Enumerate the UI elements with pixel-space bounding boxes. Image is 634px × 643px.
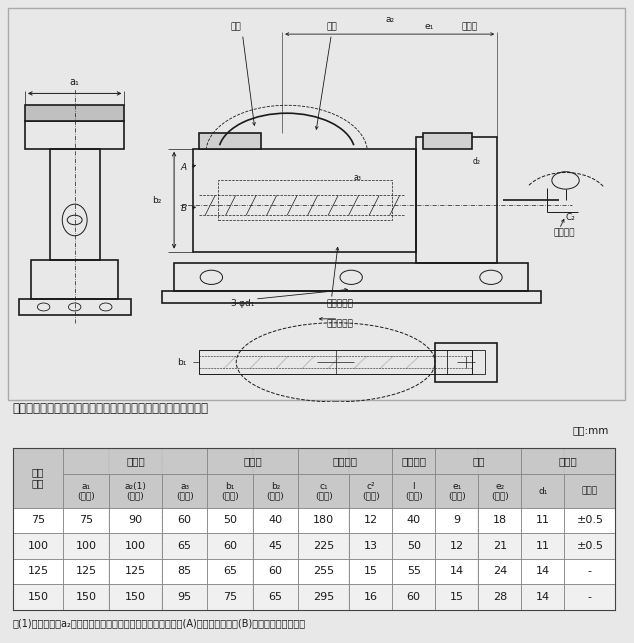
Bar bbox=[63, 508, 109, 533]
Bar bbox=[25, 105, 124, 121]
Text: 65: 65 bbox=[269, 592, 283, 602]
Text: 口金: 口金 bbox=[326, 23, 337, 32]
Bar bbox=[109, 584, 162, 610]
Bar bbox=[199, 356, 472, 368]
Bar bbox=[174, 264, 528, 291]
Bar bbox=[19, 299, 131, 315]
Text: -: - bbox=[588, 592, 592, 602]
Bar bbox=[521, 448, 615, 475]
Bar bbox=[199, 133, 261, 149]
Bar bbox=[109, 533, 162, 559]
Bar bbox=[478, 584, 521, 610]
Text: e₁: e₁ bbox=[424, 23, 434, 32]
Text: 11: 11 bbox=[536, 516, 550, 525]
Text: 15: 15 bbox=[450, 592, 463, 602]
Text: 100: 100 bbox=[125, 541, 146, 551]
Text: 可動体: 可動体 bbox=[243, 456, 262, 466]
Text: 225: 225 bbox=[313, 541, 334, 551]
Text: 本体: 本体 bbox=[231, 23, 242, 32]
Text: c₁
(最小): c₁ (最小) bbox=[315, 482, 333, 500]
Bar bbox=[298, 508, 349, 533]
Text: 180: 180 bbox=[313, 516, 334, 525]
Bar bbox=[435, 343, 497, 382]
Text: 18: 18 bbox=[493, 516, 507, 525]
Bar bbox=[478, 475, 521, 508]
Bar bbox=[253, 533, 298, 559]
Bar bbox=[162, 508, 207, 533]
Text: e₂
(最小): e₂ (最小) bbox=[491, 482, 508, 500]
Text: 85: 85 bbox=[178, 566, 192, 577]
Text: d₂: d₂ bbox=[473, 157, 481, 166]
Text: 90: 90 bbox=[128, 516, 143, 525]
Text: 取付穴: 取付穴 bbox=[559, 456, 578, 466]
Text: 12: 12 bbox=[450, 541, 464, 551]
Text: -: - bbox=[588, 566, 592, 577]
Bar bbox=[564, 475, 615, 508]
Bar bbox=[63, 448, 207, 475]
Text: 13: 13 bbox=[364, 541, 378, 551]
Bar bbox=[417, 137, 497, 264]
Text: 100: 100 bbox=[27, 541, 48, 551]
Bar bbox=[298, 584, 349, 610]
Text: 75: 75 bbox=[79, 516, 93, 525]
Bar bbox=[423, 133, 472, 149]
Bar bbox=[63, 533, 109, 559]
Bar bbox=[435, 448, 521, 475]
Bar bbox=[207, 448, 298, 475]
Bar bbox=[435, 584, 478, 610]
Text: 口金: 口金 bbox=[472, 456, 484, 466]
Bar bbox=[162, 533, 207, 559]
Text: a₃: a₃ bbox=[354, 173, 361, 182]
Bar bbox=[521, 533, 564, 559]
Bar bbox=[392, 508, 435, 533]
Text: 60: 60 bbox=[406, 592, 421, 602]
Text: 125: 125 bbox=[27, 566, 49, 577]
Bar bbox=[253, 475, 298, 508]
Bar bbox=[564, 508, 615, 533]
Bar bbox=[162, 559, 207, 584]
Text: b₂
(最小): b₂ (最小) bbox=[267, 482, 285, 500]
Bar bbox=[392, 475, 435, 508]
Text: a₁: a₁ bbox=[70, 78, 80, 87]
Text: 14: 14 bbox=[450, 566, 464, 577]
Text: 75: 75 bbox=[31, 516, 45, 525]
Bar bbox=[564, 559, 615, 584]
Bar bbox=[109, 508, 162, 533]
Text: 75: 75 bbox=[223, 592, 237, 602]
Text: d₁: d₁ bbox=[538, 487, 548, 496]
Bar bbox=[207, 584, 253, 610]
Text: 形状は、上図のものを原則とし、寸法は下表のとおりとする。: 形状は、上図のものを原則とし、寸法は下表のとおりとする。 bbox=[13, 403, 209, 415]
Bar bbox=[162, 584, 207, 610]
Bar bbox=[63, 559, 109, 584]
Text: B: B bbox=[181, 204, 186, 213]
Bar bbox=[13, 559, 63, 584]
Text: 可動体: 可動体 bbox=[461, 23, 477, 32]
Bar bbox=[349, 584, 392, 610]
Text: a₂(1)
(最小): a₂(1) (最小) bbox=[124, 482, 146, 500]
Text: a₂: a₂ bbox=[385, 15, 394, 24]
Text: 150: 150 bbox=[125, 592, 146, 602]
Text: 125: 125 bbox=[75, 566, 97, 577]
Bar bbox=[13, 533, 63, 559]
Text: 295: 295 bbox=[313, 592, 334, 602]
Bar bbox=[521, 508, 564, 533]
Text: 60: 60 bbox=[178, 516, 191, 525]
Text: ハンドル: ハンドル bbox=[553, 229, 574, 238]
Text: 100: 100 bbox=[75, 541, 96, 551]
Bar bbox=[435, 559, 478, 584]
Bar bbox=[521, 584, 564, 610]
Bar bbox=[31, 260, 118, 299]
Bar bbox=[521, 559, 564, 584]
Bar bbox=[253, 584, 298, 610]
Text: 50: 50 bbox=[223, 516, 237, 525]
Bar bbox=[25, 121, 124, 149]
Text: A: A bbox=[181, 163, 186, 172]
Bar bbox=[13, 508, 63, 533]
Text: 12: 12 bbox=[363, 516, 378, 525]
Bar bbox=[392, 533, 435, 559]
Text: 締付めねじ: 締付めねじ bbox=[327, 319, 354, 328]
Text: 14: 14 bbox=[536, 566, 550, 577]
Bar bbox=[63, 475, 109, 508]
Bar bbox=[13, 448, 63, 508]
Bar bbox=[521, 475, 564, 508]
